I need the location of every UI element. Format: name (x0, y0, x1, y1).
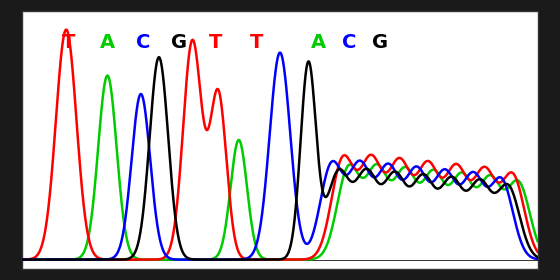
Text: C: C (136, 32, 151, 52)
Text: T: T (209, 32, 222, 52)
Text: A: A (311, 32, 326, 52)
Text: G: G (372, 32, 389, 52)
Text: A: A (100, 32, 115, 52)
Text: C: C (342, 32, 357, 52)
Text: T: T (250, 32, 264, 52)
Text: T: T (62, 32, 76, 52)
Text: G: G (171, 32, 188, 52)
